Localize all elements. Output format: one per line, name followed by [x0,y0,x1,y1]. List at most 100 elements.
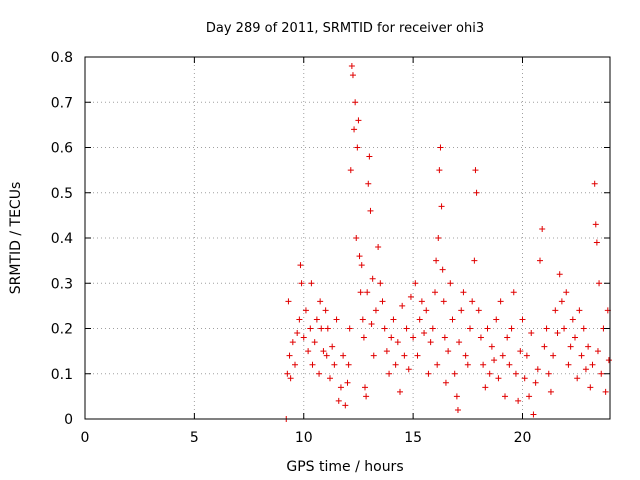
data-point [427,339,434,346]
data-point [552,307,559,314]
data-point [486,370,493,377]
data-point [592,221,599,228]
data-point [383,348,390,355]
data-point [541,343,548,350]
data-point [565,361,572,368]
data-point [337,384,344,391]
data-point [543,325,550,332]
data-point [561,325,568,332]
data-point [442,379,449,386]
data-point [308,280,315,287]
data-point [439,266,446,273]
data-point [493,316,500,323]
data-point [435,235,442,241]
data-point [340,352,347,359]
data-point [434,361,441,368]
data-point [346,325,353,332]
data-points [283,63,612,422]
data-point [605,357,612,364]
data-point [302,307,309,314]
x-tick-label: 15 [404,430,422,446]
data-point [523,352,530,359]
data-point [377,280,384,287]
data-point [512,370,519,377]
data-point [460,289,467,296]
data-point [347,167,354,174]
data-point [329,343,336,350]
data-point [473,189,480,196]
data-point [530,411,537,418]
data-point [580,325,587,332]
data-point [375,244,382,251]
data-point [449,316,456,323]
data-point [289,339,296,346]
data-point [602,388,609,395]
data-point [320,348,327,355]
data-point [287,375,294,382]
data-point [467,325,473,332]
data-point [300,334,307,341]
data-point [539,225,546,232]
data-point [576,307,583,314]
data-point [394,339,401,346]
data-point [519,316,526,323]
data-point [410,334,417,341]
data-point [418,298,425,305]
data-point [469,298,476,305]
y-tick-label: 0.6 [51,141,73,157]
data-point [327,375,333,382]
data-point [454,406,461,413]
data-point [297,262,304,269]
data-point [316,370,323,377]
data-point [372,307,379,314]
data-point [456,339,463,346]
data-point [437,144,444,151]
data-point [502,393,508,400]
data-point [298,280,305,287]
data-point [510,289,517,296]
data-point [526,393,533,400]
data-point [324,325,331,332]
data-point [497,298,504,305]
data-point [593,239,600,246]
data-point [528,330,535,337]
data-point [407,293,414,300]
data-point [582,366,589,373]
y-tick-label: 0.3 [51,276,73,292]
data-point [563,289,570,296]
data-point [572,334,578,341]
y-tick-label: 0.4 [51,231,73,247]
data-point [464,361,471,368]
data-point [392,361,399,368]
data-point [397,388,403,395]
data-point [451,370,458,377]
data-point [477,334,484,341]
data-point [438,203,445,210]
data-point [545,370,552,377]
data-point [488,343,495,350]
data-point [370,352,377,359]
data-point [515,397,522,404]
data-point [506,361,513,368]
y-tick-label: 0.7 [51,95,73,111]
data-point [587,384,594,391]
data-point [360,334,367,341]
data-point [558,298,565,305]
data-point [458,307,465,314]
y-tick-label: 0.8 [51,50,73,66]
data-point [453,393,460,400]
data-point [504,334,511,341]
data-point [403,325,410,332]
data-point [429,325,436,332]
data-point [499,352,506,359]
data-point [534,366,541,373]
data-point [472,167,479,174]
data-point [381,325,388,332]
data-point [578,352,585,359]
data-point [286,352,293,359]
data-point [348,63,355,70]
data-point [484,325,491,332]
data-point [309,361,316,368]
x-tick-label: 10 [295,430,313,446]
data-point [495,375,502,382]
